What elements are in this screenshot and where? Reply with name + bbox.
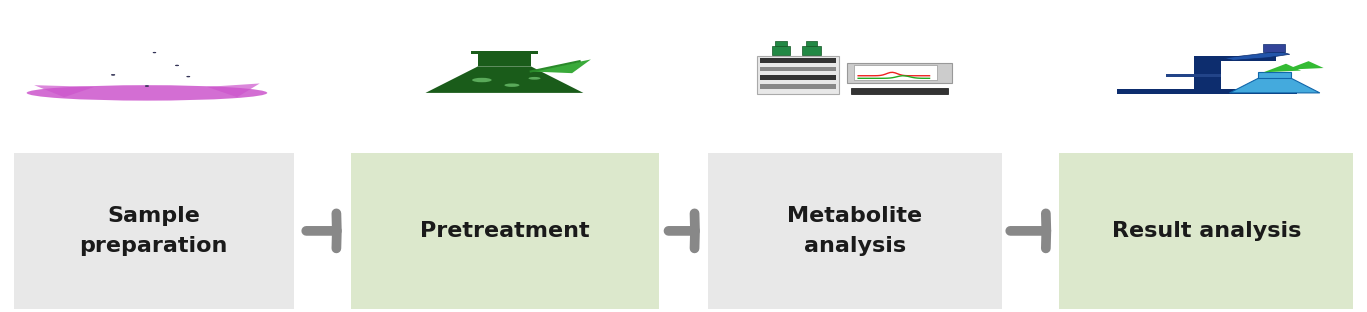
FancyBboxPatch shape: [1193, 56, 1277, 61]
FancyBboxPatch shape: [801, 46, 820, 55]
Circle shape: [504, 84, 519, 87]
Polygon shape: [1286, 61, 1323, 70]
Text: Pretreatment: Pretreatment: [420, 221, 591, 241]
Polygon shape: [208, 83, 260, 97]
Text: Sample
preparation: Sample preparation: [79, 206, 228, 256]
FancyBboxPatch shape: [854, 66, 938, 80]
FancyBboxPatch shape: [1117, 89, 1297, 94]
Text: Metabolite
analysis: Metabolite analysis: [787, 206, 923, 256]
Polygon shape: [1230, 78, 1321, 93]
Circle shape: [187, 76, 190, 77]
Polygon shape: [425, 66, 584, 93]
Circle shape: [529, 77, 540, 80]
FancyBboxPatch shape: [1166, 74, 1221, 76]
FancyBboxPatch shape: [771, 46, 790, 55]
FancyBboxPatch shape: [1059, 153, 1353, 309]
Text: Result analysis: Result analysis: [1111, 221, 1301, 241]
Ellipse shape: [26, 85, 267, 100]
FancyBboxPatch shape: [478, 53, 530, 66]
Polygon shape: [34, 85, 94, 97]
FancyBboxPatch shape: [760, 84, 835, 89]
Circle shape: [175, 65, 179, 66]
FancyBboxPatch shape: [1263, 44, 1285, 52]
FancyBboxPatch shape: [351, 153, 659, 309]
FancyBboxPatch shape: [14, 153, 294, 309]
FancyBboxPatch shape: [760, 67, 835, 71]
Polygon shape: [530, 59, 591, 73]
Polygon shape: [1223, 51, 1290, 60]
FancyBboxPatch shape: [1258, 72, 1292, 78]
FancyBboxPatch shape: [775, 41, 787, 46]
FancyBboxPatch shape: [850, 88, 949, 94]
FancyBboxPatch shape: [470, 51, 539, 54]
Circle shape: [472, 78, 492, 82]
FancyBboxPatch shape: [757, 56, 839, 94]
FancyBboxPatch shape: [708, 153, 1002, 309]
FancyBboxPatch shape: [760, 75, 835, 80]
FancyBboxPatch shape: [848, 63, 951, 83]
FancyBboxPatch shape: [760, 58, 835, 63]
FancyBboxPatch shape: [1193, 59, 1221, 90]
FancyBboxPatch shape: [805, 41, 817, 46]
Polygon shape: [1263, 64, 1301, 72]
Circle shape: [153, 52, 156, 53]
